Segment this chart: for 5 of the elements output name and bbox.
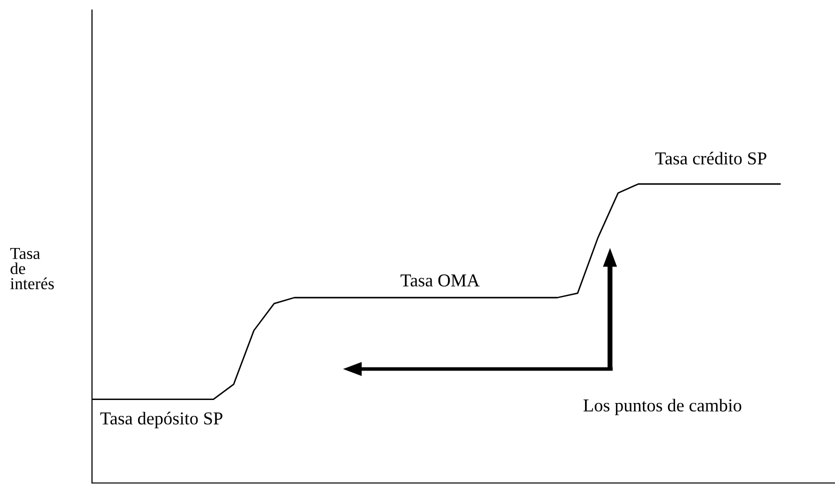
annotation: Tasa OMA: [400, 274, 480, 287]
annotation: Los puntos de cambio: [584, 398, 742, 416]
annotation: Tasa depósito SP: [100, 412, 222, 428]
text: Tasa crédito SP: [655, 152, 766, 165]
y-axis-title: Tasa de interés: [10, 248, 54, 290]
